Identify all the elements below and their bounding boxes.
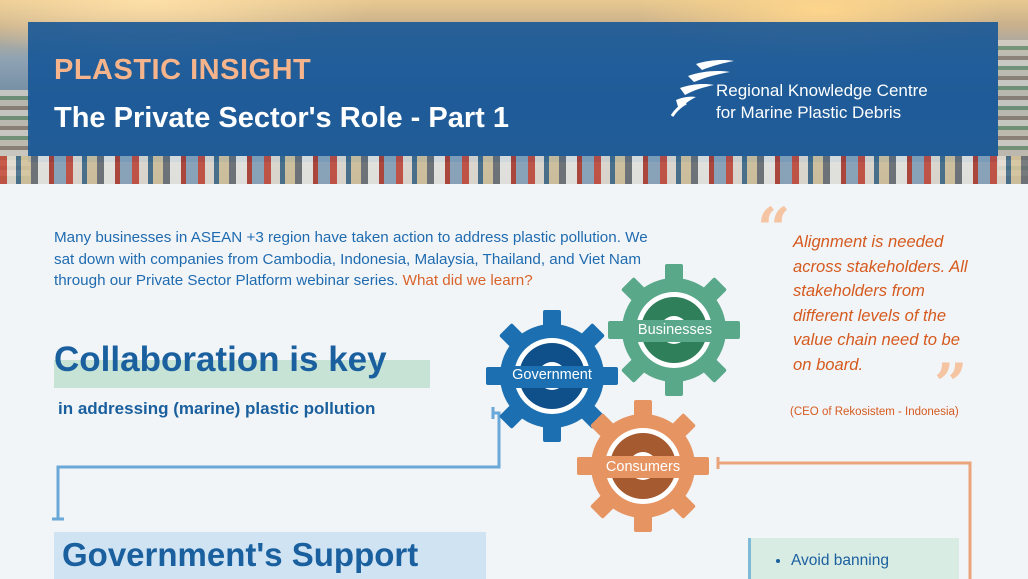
quote-open-mark: “ bbox=[757, 195, 791, 263]
banner-kicker: PLASTIC INSIGHT bbox=[54, 54, 312, 86]
gear-consumers-label: Consumers bbox=[605, 459, 681, 475]
quote-source: (CEO of Rekosistem - Indonesia) bbox=[790, 406, 959, 418]
government-support-heading: Government's Support bbox=[62, 536, 419, 573]
collaboration-highlight bbox=[54, 360, 430, 388]
intro-paragraph: Many businesses in ASEAN +3 region have … bbox=[54, 227, 654, 292]
gear-businesses-icon bbox=[608, 264, 740, 396]
quote-text: Alignment is needed across stakeholders.… bbox=[793, 232, 968, 374]
government-support-highlight bbox=[54, 532, 486, 579]
intro-question: What did we learn? bbox=[402, 272, 533, 289]
collaboration-heading: Collaboration is key bbox=[54, 340, 387, 379]
organization-name: Regional Knowledge Centre for Marine Pla… bbox=[716, 80, 986, 124]
rkc-mpd-logo-icon bbox=[670, 60, 734, 117]
gear-businesses-label: Businesses bbox=[637, 322, 713, 338]
organization-name-line-1: Regional Knowledge Centre bbox=[716, 81, 928, 100]
intro-text: Many businesses in ASEAN +3 region have … bbox=[54, 229, 648, 289]
hero-image: PLASTIC INSIGHT The Private Sector's Rol… bbox=[0, 0, 1028, 184]
government-support-list: Avoid banning bbox=[751, 538, 959, 572]
gear-government-icon bbox=[486, 310, 618, 442]
collaboration-subheading: in addressing (marine) plastic pollution bbox=[58, 399, 376, 418]
title-banner: PLASTIC INSIGHT The Private Sector's Rol… bbox=[28, 22, 998, 162]
page-title: The Private Sector's Role - Part 1 bbox=[54, 102, 509, 134]
government-support-note: Avoid banning bbox=[748, 538, 959, 579]
organization-name-line-2: for Marine Plastic Debris bbox=[716, 103, 902, 122]
connector-orange bbox=[716, 457, 972, 579]
gear-consumers-icon bbox=[577, 400, 709, 532]
connector-blue bbox=[52, 407, 501, 521]
list-item: Avoid banning bbox=[791, 550, 959, 572]
quote-close-mark: ” bbox=[934, 351, 968, 419]
gear-government-label: Government bbox=[512, 367, 592, 383]
